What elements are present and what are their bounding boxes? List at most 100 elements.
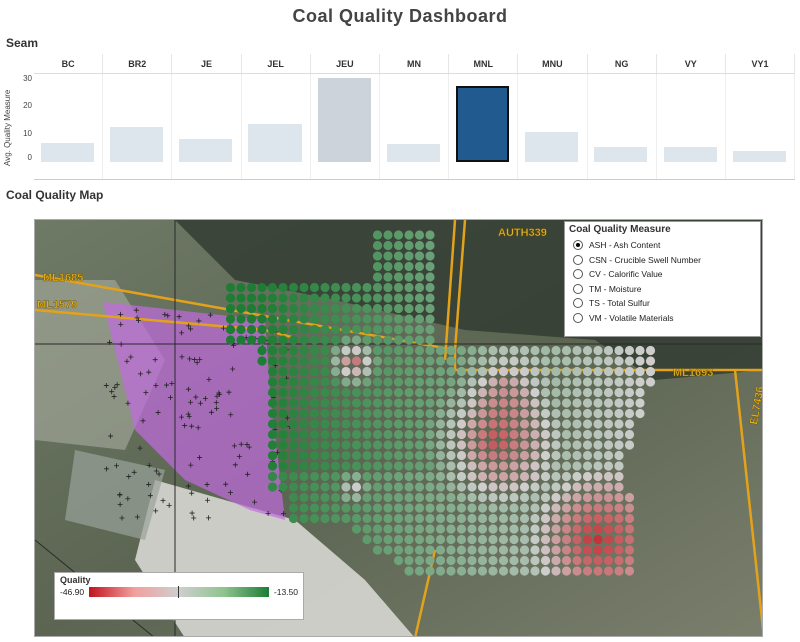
quality-dot — [488, 377, 498, 387]
measure-option[interactable]: CSN - Crucible Swell Number — [569, 253, 756, 268]
quality-dot — [257, 335, 267, 345]
quality-dot — [446, 545, 456, 555]
quality-marker — [178, 586, 180, 598]
quality-dot — [561, 555, 572, 566]
quality-dot — [498, 377, 509, 387]
quality-dot — [572, 345, 582, 356]
seam-header-br2[interactable]: BR2 — [103, 54, 173, 73]
measure-option[interactable]: TM - Moisture — [569, 282, 756, 297]
radio-button-icon[interactable] — [573, 298, 583, 309]
seam-header-bc[interactable]: BC — [34, 54, 104, 73]
quality-dot — [519, 356, 530, 366]
seam-header-mn[interactable]: MN — [380, 54, 450, 73]
measure-option[interactable]: ASH - Ash Content — [569, 238, 756, 253]
seam-header-mnl[interactable]: MNL — [449, 54, 519, 73]
seam-bar[interactable] — [455, 86, 510, 162]
measure-option[interactable]: VM - Volatile Materials — [569, 311, 756, 326]
quality-dot — [446, 450, 456, 461]
radio-button-icon[interactable] — [573, 254, 583, 265]
measure-options: ASH - Ash Content CSN - Crucible Swell Nu… — [569, 238, 756, 325]
quality-dot — [383, 293, 393, 303]
quality-dot — [299, 282, 309, 293]
quality-dot — [509, 534, 519, 545]
seam-column-vy[interactable] — [657, 74, 726, 179]
quality-dot — [551, 492, 561, 503]
quality-dot — [362, 482, 372, 492]
quality-dot — [299, 324, 309, 335]
quality-dot — [425, 251, 435, 261]
quality-dot — [509, 398, 519, 408]
quality-dot — [309, 429, 320, 440]
quality-dot — [435, 419, 446, 429]
radio-button-icon[interactable] — [573, 269, 583, 280]
seam-bar[interactable] — [732, 151, 786, 162]
drillhole-cross — [204, 481, 210, 487]
seam-bar[interactable] — [248, 124, 302, 162]
seam-bar[interactable] — [663, 147, 717, 162]
measure-option[interactable]: CV - Calorific Value — [569, 267, 756, 282]
quality-dot — [519, 408, 530, 419]
seam-header-jel[interactable]: JEL — [242, 54, 311, 73]
quality-dot — [498, 482, 509, 492]
quality-dot — [582, 345, 593, 356]
seam-column-ng[interactable] — [588, 74, 657, 179]
quality-dot — [572, 377, 582, 387]
seam-column-jel[interactable] — [242, 74, 311, 179]
quality-dot — [372, 240, 383, 251]
seam-header-ng[interactable]: NG — [588, 54, 657, 73]
quality-dot — [435, 461, 446, 471]
quality-dot — [320, 429, 330, 440]
measure-option[interactable]: TS - Total Sulfur — [569, 296, 756, 311]
y-tick-label: 0 — [27, 153, 32, 162]
quality-dot — [257, 303, 267, 314]
seam-column-mnl[interactable] — [449, 74, 519, 179]
seam-bar[interactable] — [179, 139, 233, 162]
seam-bar[interactable] — [317, 78, 371, 162]
quality-dot — [351, 440, 362, 450]
quality-dot — [551, 482, 561, 492]
seam-bar[interactable] — [386, 144, 440, 162]
seam-header-mnu[interactable]: MNU — [518, 54, 588, 73]
drillhole-cross — [124, 358, 130, 364]
radio-button-icon[interactable] — [573, 283, 583, 294]
seam-column-mnu[interactable] — [518, 74, 588, 179]
quality-dot — [593, 419, 603, 429]
quality-dot — [509, 492, 519, 503]
quality-dot — [404, 377, 414, 387]
quality-dot — [551, 387, 561, 398]
quality-dot — [236, 335, 246, 345]
seam-bar[interactable] — [40, 143, 94, 162]
quality-dot — [467, 461, 477, 471]
quality-gradient-bar[interactable] — [89, 586, 269, 598]
seam-header-jeu[interactable]: JEU — [311, 54, 380, 73]
quality-dot — [330, 293, 341, 303]
quality-dot — [540, 387, 551, 398]
quality-dot — [435, 387, 446, 398]
seam-header-vy[interactable]: VY — [657, 54, 726, 73]
seam-bar[interactable] — [594, 147, 648, 162]
seam-header-vy1[interactable]: VY1 — [726, 54, 796, 73]
quality-dot — [414, 482, 425, 492]
quality-dot — [372, 387, 383, 398]
quality-dot — [456, 461, 467, 471]
seam-column-jeu[interactable] — [311, 74, 380, 179]
seam-header-je[interactable]: JE — [172, 54, 242, 73]
quality-dot — [383, 356, 393, 366]
quality-dot — [603, 513, 614, 524]
radio-button-icon[interactable] — [573, 312, 583, 323]
quality-dot — [530, 440, 540, 450]
seam-column-bc[interactable] — [34, 74, 104, 179]
quality-dot — [551, 534, 561, 545]
seam-column-je[interactable] — [172, 74, 242, 179]
radio-button-icon[interactable] — [573, 240, 583, 251]
quality-dot — [383, 440, 393, 450]
quality-dot — [372, 398, 383, 408]
seam-bar[interactable] — [110, 127, 164, 162]
quality-dot — [309, 282, 320, 293]
seam-column-br2[interactable] — [103, 74, 173, 179]
quality-dot — [551, 471, 561, 482]
seam-column-vy1[interactable] — [726, 74, 796, 179]
seam-bar[interactable] — [525, 132, 579, 162]
seam-column-mn[interactable] — [380, 74, 450, 179]
drillhole-cross — [169, 381, 175, 387]
